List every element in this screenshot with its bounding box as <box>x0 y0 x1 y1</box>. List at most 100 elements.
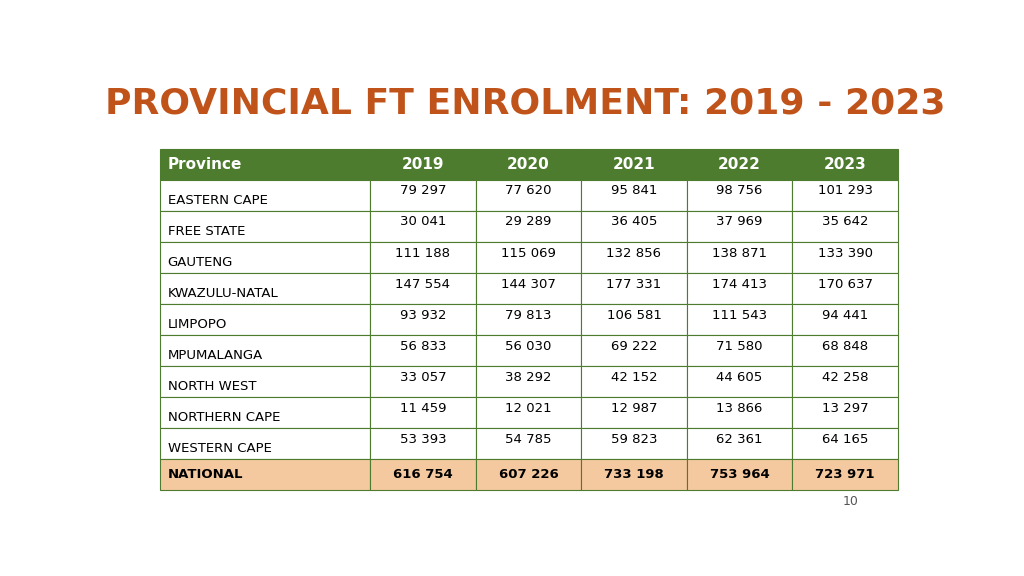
Text: 56 030: 56 030 <box>505 340 552 353</box>
Bar <box>687 149 793 180</box>
Bar <box>370 460 475 490</box>
Bar <box>582 180 687 211</box>
Text: 79 813: 79 813 <box>505 309 552 321</box>
Text: 106 581: 106 581 <box>606 309 662 321</box>
Bar <box>793 273 898 304</box>
Text: 144 307: 144 307 <box>501 278 556 290</box>
Text: FREE STATE: FREE STATE <box>168 225 245 238</box>
Bar <box>582 242 687 273</box>
Text: 94 441: 94 441 <box>822 309 868 321</box>
Text: WESTERN CAPE: WESTERN CAPE <box>168 442 271 455</box>
Bar <box>793 304 898 335</box>
Bar <box>475 149 582 180</box>
Text: 98 756: 98 756 <box>717 184 763 198</box>
Bar <box>793 180 898 211</box>
Text: 133 390: 133 390 <box>817 247 872 260</box>
Bar <box>582 304 687 335</box>
Text: 10: 10 <box>842 495 858 508</box>
Text: 111 543: 111 543 <box>712 309 767 321</box>
Bar <box>582 273 687 304</box>
Text: 12 021: 12 021 <box>505 402 552 415</box>
Text: 29 289: 29 289 <box>505 215 552 229</box>
Bar <box>475 397 582 429</box>
Text: PROVINCIAL FT ENROLMENT: 2019 - 2023: PROVINCIAL FT ENROLMENT: 2019 - 2023 <box>104 87 945 121</box>
Bar <box>370 304 475 335</box>
Text: 37 969: 37 969 <box>717 215 763 229</box>
Text: 56 833: 56 833 <box>399 340 446 353</box>
Bar <box>475 180 582 211</box>
Text: 71 580: 71 580 <box>716 340 763 353</box>
Text: 2022: 2022 <box>718 157 761 172</box>
Bar <box>475 429 582 460</box>
Bar <box>370 366 475 397</box>
Bar <box>475 335 582 366</box>
Text: 36 405: 36 405 <box>610 215 657 229</box>
Text: NORTHERN CAPE: NORTHERN CAPE <box>168 411 280 424</box>
Text: 12 987: 12 987 <box>610 402 657 415</box>
Bar <box>370 335 475 366</box>
Text: 68 848: 68 848 <box>822 340 868 353</box>
Text: 132 856: 132 856 <box>606 247 662 260</box>
Bar <box>582 335 687 366</box>
Text: 30 041: 30 041 <box>399 215 446 229</box>
Text: NATIONAL: NATIONAL <box>168 468 243 482</box>
Text: 79 297: 79 297 <box>399 184 446 198</box>
Bar <box>793 429 898 460</box>
Bar <box>582 460 687 490</box>
Bar <box>687 335 793 366</box>
Bar <box>687 460 793 490</box>
Text: 607 226: 607 226 <box>499 468 558 482</box>
Bar <box>687 304 793 335</box>
Text: GAUTENG: GAUTENG <box>168 256 233 268</box>
Text: 753 964: 753 964 <box>710 468 769 482</box>
Bar <box>475 211 582 242</box>
Bar <box>687 180 793 211</box>
Text: 174 413: 174 413 <box>712 278 767 290</box>
Text: 733 198: 733 198 <box>604 468 664 482</box>
Text: 35 642: 35 642 <box>822 215 868 229</box>
Bar <box>475 273 582 304</box>
Bar <box>793 397 898 429</box>
Bar <box>370 149 475 180</box>
Text: MPUMALANGA: MPUMALANGA <box>168 349 263 362</box>
Bar <box>687 397 793 429</box>
Bar <box>160 304 370 335</box>
Bar <box>370 273 475 304</box>
Bar <box>370 429 475 460</box>
Bar <box>475 304 582 335</box>
Text: 93 932: 93 932 <box>399 309 446 321</box>
Bar <box>793 211 898 242</box>
Text: 177 331: 177 331 <box>606 278 662 290</box>
Bar <box>475 242 582 273</box>
Text: 33 057: 33 057 <box>399 371 446 384</box>
Bar <box>370 397 475 429</box>
Text: 64 165: 64 165 <box>822 433 868 446</box>
Bar <box>687 366 793 397</box>
Text: 54 785: 54 785 <box>505 433 552 446</box>
Text: 38 292: 38 292 <box>505 371 552 384</box>
Text: 616 754: 616 754 <box>393 468 453 482</box>
Bar <box>475 460 582 490</box>
Text: NORTH WEST: NORTH WEST <box>168 380 256 393</box>
Text: 2023: 2023 <box>823 157 866 172</box>
Bar <box>370 180 475 211</box>
Bar <box>582 149 687 180</box>
Bar <box>160 429 370 460</box>
Text: 77 620: 77 620 <box>505 184 552 198</box>
Bar <box>475 366 582 397</box>
Bar <box>370 211 475 242</box>
Text: 170 637: 170 637 <box>817 278 872 290</box>
Text: 42 258: 42 258 <box>822 371 868 384</box>
Bar <box>687 242 793 273</box>
Bar <box>370 242 475 273</box>
Text: KWAZULU-NATAL: KWAZULU-NATAL <box>168 287 279 300</box>
Text: 53 393: 53 393 <box>399 433 446 446</box>
Bar <box>582 366 687 397</box>
Text: 95 841: 95 841 <box>610 184 657 198</box>
Bar <box>687 429 793 460</box>
Bar <box>793 366 898 397</box>
Bar <box>160 180 370 211</box>
Text: 62 361: 62 361 <box>716 433 763 446</box>
Bar <box>160 397 370 429</box>
Text: 147 554: 147 554 <box>395 278 451 290</box>
